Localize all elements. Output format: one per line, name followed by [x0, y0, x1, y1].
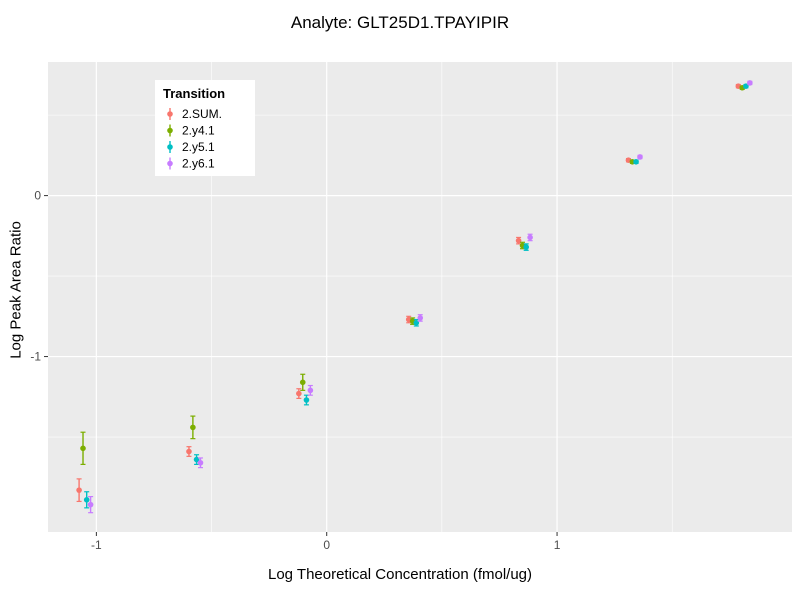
data-point [296, 390, 302, 397]
chart-title: Analyte: GLT25D1.TPAYIPIR [290, 13, 510, 32]
data-point [186, 448, 192, 455]
legend-label: 2.y4.1 [182, 124, 215, 138]
x-axis-label: Log Theoretical Concentration (fmol/ug) [267, 566, 533, 583]
legend-title: Transition [163, 86, 225, 101]
data-point [307, 387, 314, 394]
legend-label: 2.y5.1 [182, 140, 215, 154]
y-tick-label: 0 [34, 189, 41, 203]
data-point [637, 154, 643, 160]
legend-label: 2.y6.1 [182, 157, 215, 171]
legend: Transition 2.SUM. 2.y4.1 2.y5.1 2.y6.1 [155, 80, 255, 176]
data-point [417, 315, 424, 321]
legend-glyph [167, 127, 173, 134]
legend-glyph [167, 111, 173, 117]
data-point [190, 424, 196, 431]
legend-background [155, 80, 255, 176]
y-tick-label: -1 [30, 350, 41, 364]
x-tick-label: -1 [91, 538, 102, 552]
legend-glyph [167, 160, 173, 167]
x-tick-label: 1 [554, 538, 561, 552]
data-point [523, 244, 529, 250]
data-point [303, 397, 310, 403]
data-point [299, 379, 306, 386]
legend-glyph [167, 144, 173, 150]
x-tick-label: 0 [323, 538, 330, 552]
data-point [743, 83, 749, 89]
data-point [193, 456, 200, 463]
data-point [80, 445, 86, 452]
y-axis-label: Log Peak Area Ratio [7, 221, 25, 359]
data-point [515, 237, 522, 244]
legend-label: 2.SUM. [182, 107, 222, 121]
data-point [633, 158, 639, 165]
data-point [197, 459, 204, 466]
data-point [527, 234, 533, 241]
data-point [747, 80, 753, 86]
data-point [76, 487, 82, 493]
data-point [413, 319, 420, 326]
data-point [83, 497, 90, 503]
data-point [87, 501, 94, 508]
